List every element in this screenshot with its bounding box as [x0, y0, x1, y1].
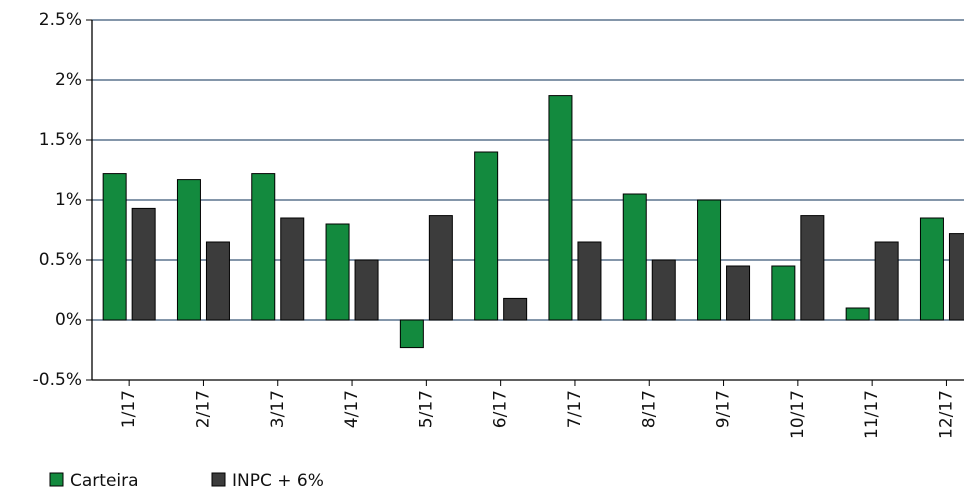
bar [948, 233, 964, 321]
legend-label: INPC + 6% [232, 471, 324, 491]
y-tick-label: 2.5% [39, 10, 82, 30]
bar [800, 215, 825, 321]
x-tick-label: 11/17 [862, 390, 882, 439]
bar [428, 215, 453, 321]
bar [651, 259, 676, 321]
bar [205, 241, 230, 321]
x-tick-label: 12/17 [936, 390, 956, 439]
bar [577, 241, 602, 321]
bar [726, 265, 751, 321]
x-tick-label: 1/17 [119, 390, 139, 428]
x-tick-label: 7/17 [565, 390, 585, 428]
bar [102, 173, 127, 321]
y-tick-label: 0.5% [39, 250, 82, 270]
bar [399, 319, 424, 349]
bar [919, 217, 944, 321]
bar [622, 193, 647, 321]
x-tick-label: 2/17 [193, 390, 213, 428]
x-tick-label: 5/17 [416, 390, 436, 428]
bar [325, 223, 350, 321]
legend-swatch [49, 472, 64, 487]
bar [874, 241, 899, 321]
x-tick-label: 8/17 [639, 390, 659, 428]
bar [548, 95, 573, 321]
y-tick-label: -0.5% [33, 370, 82, 390]
bar [176, 179, 201, 321]
x-tick-label: 4/17 [342, 390, 362, 428]
x-tick-label: 10/17 [788, 390, 808, 439]
y-tick-label: 1% [55, 190, 82, 210]
y-tick-label: 0% [55, 310, 82, 330]
bar [280, 217, 305, 321]
bar [771, 265, 796, 321]
x-tick-label: 3/17 [268, 390, 288, 428]
y-tick-label: 1.5% [39, 130, 82, 150]
bar [697, 199, 722, 321]
legend-label: Carteira [70, 471, 139, 491]
bar [474, 151, 499, 321]
y-tick-label: 2% [55, 70, 82, 90]
legend-swatch [211, 472, 226, 487]
bar [845, 307, 870, 321]
x-tick-label: 9/17 [714, 390, 734, 428]
bar [251, 173, 276, 321]
bar [503, 297, 528, 321]
bar [354, 259, 379, 321]
bar [131, 207, 156, 321]
x-tick-label: 6/17 [491, 390, 511, 428]
